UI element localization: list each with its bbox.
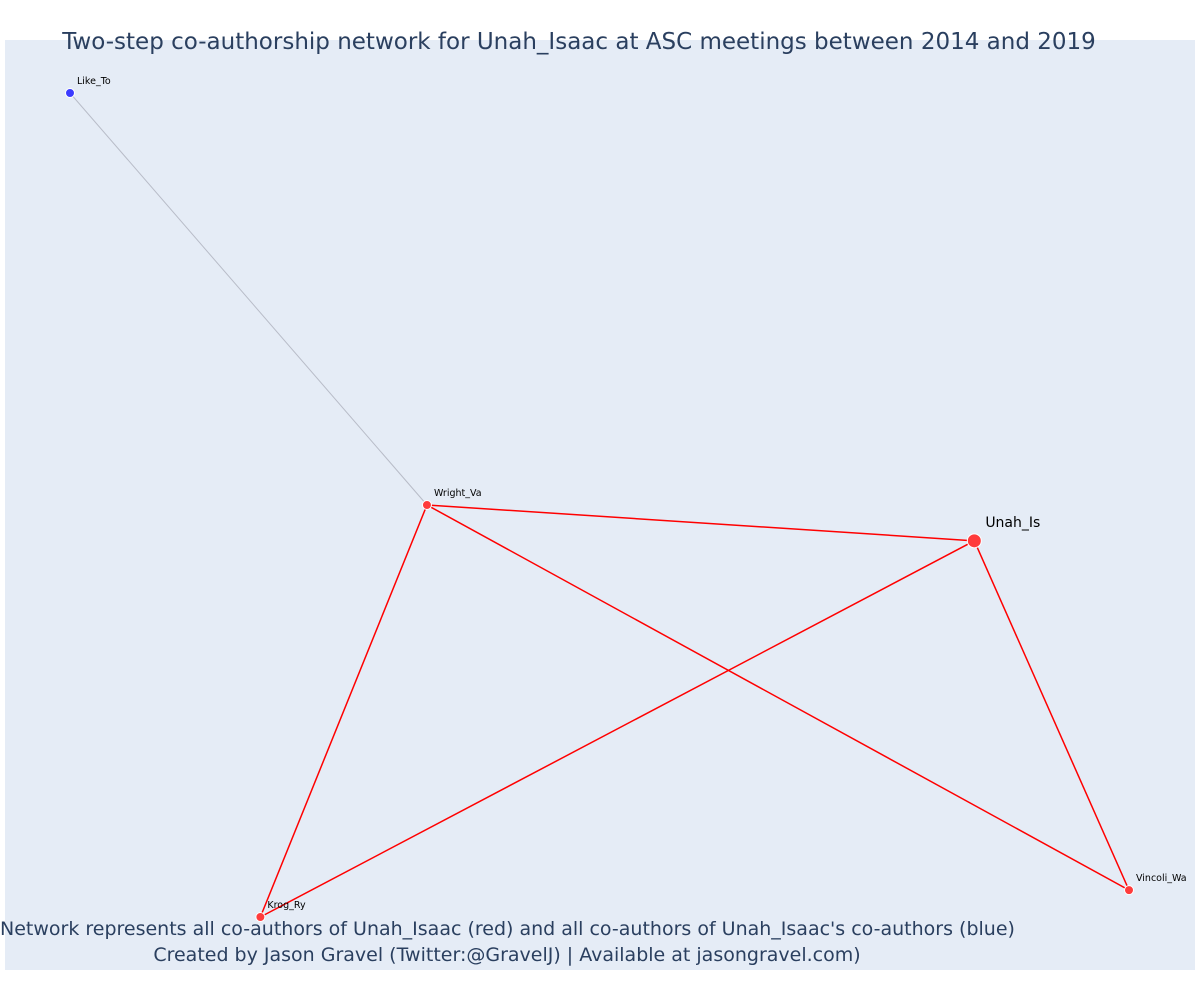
labels-layer: Unah_Is Wright_Va Krog_Ry Vincoli_Wa Like_To — [77, 76, 1187, 911]
chart-title: Two-step co-authorship network for Unah_… — [62, 29, 1096, 55]
edge-wright_va-vincoli_wa — [426, 504, 1130, 891]
nodes-layer — [65, 88, 1134, 922]
edge-wright_va-unah_is — [426, 504, 975, 542]
edges-layer — [69, 92, 1130, 918]
node-unah_is[interactable] — [966, 533, 982, 549]
edge-wright_va-like_to — [69, 92, 428, 506]
node-like_to[interactable] — [65, 88, 75, 98]
edge-unah_is-vincoli_wa — [973, 540, 1130, 891]
node-vincoli_wa[interactable] — [1124, 885, 1134, 896]
node-label-vincoli_wa: Vincoli_Wa — [1136, 873, 1187, 884]
node-label-krog_ry: Krog_Ry — [267, 900, 306, 911]
plot-area — [5, 40, 1195, 970]
node-label-unah_is: Unah_Is — [985, 515, 1040, 531]
caption-description: Network represents all co-authors of Una… — [0, 918, 1015, 940]
node-krog_ry[interactable] — [255, 912, 266, 922]
edge-wright_va-krog_ry — [259, 504, 428, 918]
edge-unah_is-krog_ry — [260, 540, 975, 918]
caption-credits: Created by Jason Gravel (Twitter:@Gravel… — [153, 944, 861, 966]
node-label-like_to: Like_To — [77, 76, 111, 87]
node-label-wright_va: Wright_Va — [434, 488, 482, 499]
node-wright_va[interactable] — [421, 500, 432, 510]
